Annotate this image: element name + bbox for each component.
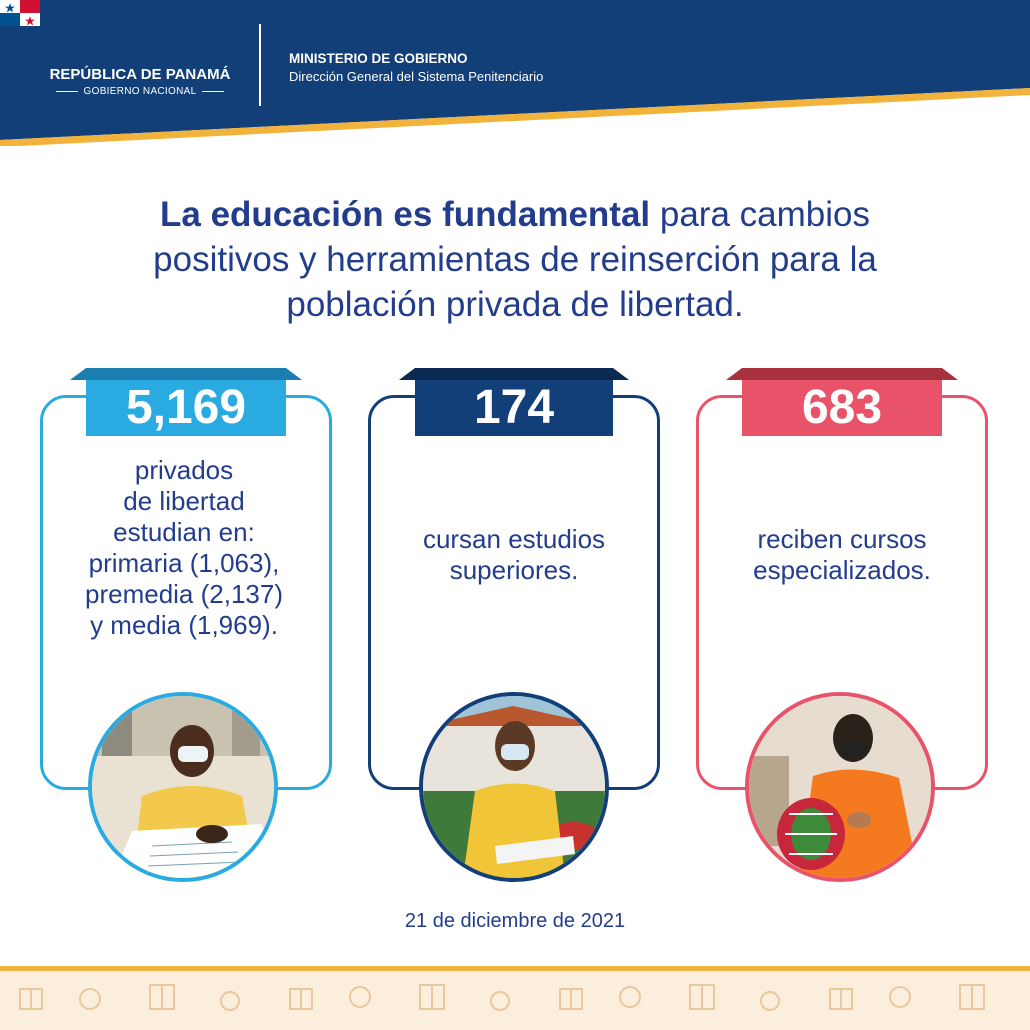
date-label: 21 de diciembre de 2021 bbox=[404, 910, 626, 932]
footer-pattern bbox=[0, 971, 1030, 1030]
government-label: GOBIERNO NACIONAL bbox=[0, 86, 280, 97]
stat-number-special-courses: 683 bbox=[742, 380, 942, 436]
divider-left bbox=[55, 91, 78, 92]
card-students-text: privados de libertad estudian en: primar… bbox=[48, 455, 320, 641]
card-text-line: privados bbox=[134, 455, 234, 485]
card-text-line: primaria (1,063), bbox=[88, 548, 280, 578]
card-text-line: de libertad bbox=[123, 486, 245, 516]
stat-number-higher-studies: 174 bbox=[415, 380, 613, 436]
card-text-line: superiores. bbox=[449, 555, 579, 585]
government-text: GOBIERNO NACIONAL bbox=[83, 86, 197, 97]
headline: La educación es fundamental para cambios… bbox=[40, 192, 990, 327]
photo-student-writing bbox=[88, 692, 278, 882]
directorate-name: Dirección General del Sistema Penitencia… bbox=[289, 69, 544, 84]
card-text-line: reciben cursos bbox=[757, 524, 927, 554]
photo-student-crafting bbox=[745, 692, 935, 882]
headline-line-1-rest: para cambios bbox=[650, 195, 870, 234]
headline-line-2: positivos y herramientas de reinserción … bbox=[153, 240, 877, 279]
gift-pattern-icon bbox=[19, 984, 985, 1011]
panama-flag-icon bbox=[0, 0, 40, 26]
card-higher-studies-text: cursan estudios superiores. bbox=[372, 524, 656, 586]
header: REPÚBLICA DE PANAMÁ GOBIERNO NACIONAL MI… bbox=[0, 0, 1030, 146]
card-text-line: premedia (2,137) bbox=[85, 579, 283, 609]
card-text-line: y media (1,969). bbox=[90, 610, 278, 640]
stat-number-students: 5,169 bbox=[86, 380, 286, 436]
card-text-line: cursan estudios bbox=[422, 524, 606, 554]
card-special-courses-text: reciben cursos especializados. bbox=[700, 524, 984, 586]
divider-right bbox=[202, 91, 225, 92]
headline-line-3: población privada de libertad. bbox=[286, 285, 744, 324]
ribbon-fold-3 bbox=[726, 368, 958, 380]
country-name: REPÚBLICA DE PANAMÁ bbox=[49, 66, 231, 83]
ribbon-fold-2 bbox=[399, 368, 629, 380]
headline-line-1: La educación es fundamental para cambios bbox=[40, 192, 990, 237]
ribbon-fold-1 bbox=[70, 368, 302, 380]
card-text-line: especializados. bbox=[753, 555, 931, 585]
card-text-line: estudian en: bbox=[113, 517, 255, 547]
photo-student-reading bbox=[419, 692, 609, 882]
header-divider bbox=[259, 24, 261, 106]
footer-divider bbox=[0, 966, 1030, 971]
headline-bold: La educación es fundamental bbox=[160, 195, 651, 234]
ministry-name: MINISTERIO DE GOBIERNO bbox=[289, 51, 468, 66]
header-background bbox=[0, 0, 1030, 146]
